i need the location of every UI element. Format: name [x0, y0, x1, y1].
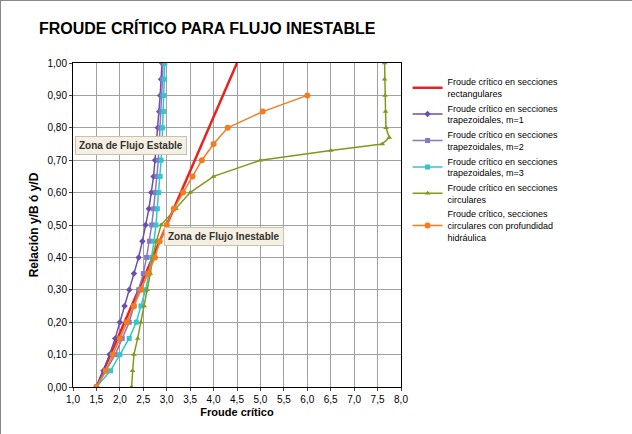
svg-text:Froude crítico en seccionestra: Froude crítico en seccionestrapezoidales… [448, 130, 559, 152]
svg-text:0,80: 0,80 [48, 122, 68, 133]
svg-text:Zona de Flujo Estable: Zona de Flujo Estable [79, 140, 183, 151]
svg-text:Froude crítico, seccionescircu: Froude crítico, seccionescirculares con … [448, 209, 554, 242]
svg-text:0,10: 0,10 [48, 349, 68, 360]
svg-text:2,0: 2,0 [113, 394, 127, 405]
svg-text:Froude crítico en seccionestra: Froude crítico en seccionestrapezoidales… [448, 104, 559, 126]
svg-text:0,20: 0,20 [48, 317, 68, 328]
svg-text:0,60: 0,60 [48, 187, 68, 198]
svg-text:4,5: 4,5 [230, 394, 244, 405]
svg-text:0,40: 0,40 [48, 252, 68, 263]
svg-text:Zona de Flujo Inestable: Zona de Flujo Inestable [168, 231, 280, 242]
svg-text:1,0: 1,0 [66, 394, 80, 405]
svg-text:5,0: 5,0 [253, 394, 267, 405]
svg-text:0,30: 0,30 [48, 284, 68, 295]
svg-text:Froude crítico en seccionesrec: Froude crítico en seccionesrectangulares [448, 77, 559, 99]
svg-text:3,0: 3,0 [160, 394, 174, 405]
svg-text:0,70: 0,70 [48, 155, 68, 166]
svg-text:7,0: 7,0 [347, 394, 361, 405]
svg-text:0,90: 0,90 [48, 90, 68, 101]
svg-text:Relación y/B ó y/D: Relación y/B ó y/D [27, 172, 41, 277]
svg-text:5,5: 5,5 [277, 394, 291, 405]
svg-text:0,00: 0,00 [48, 382, 68, 393]
svg-text:7,5: 7,5 [371, 394, 385, 405]
svg-text:Froude crítico en seccionescir: Froude crítico en seccionescirculares [448, 183, 559, 205]
svg-text:1,00: 1,00 [48, 58, 68, 69]
svg-text:FROUDE CRÍTICO PARA FLUJO INES: FROUDE CRÍTICO PARA FLUJO INESTABLE [39, 19, 376, 37]
svg-text:8,0: 8,0 [394, 394, 408, 405]
svg-text:6,0: 6,0 [300, 394, 314, 405]
svg-text:4,0: 4,0 [207, 394, 221, 405]
svg-text:1,5: 1,5 [89, 394, 103, 405]
svg-text:2,5: 2,5 [136, 394, 150, 405]
svg-text:Froude crítico: Froude crítico [200, 406, 274, 418]
svg-text:3,5: 3,5 [183, 394, 197, 405]
svg-text:6,5: 6,5 [324, 394, 338, 405]
svg-text:0,50: 0,50 [48, 220, 68, 231]
svg-text:Froude crítico en seccionestra: Froude crítico en seccionestrapezoidales… [448, 157, 559, 179]
